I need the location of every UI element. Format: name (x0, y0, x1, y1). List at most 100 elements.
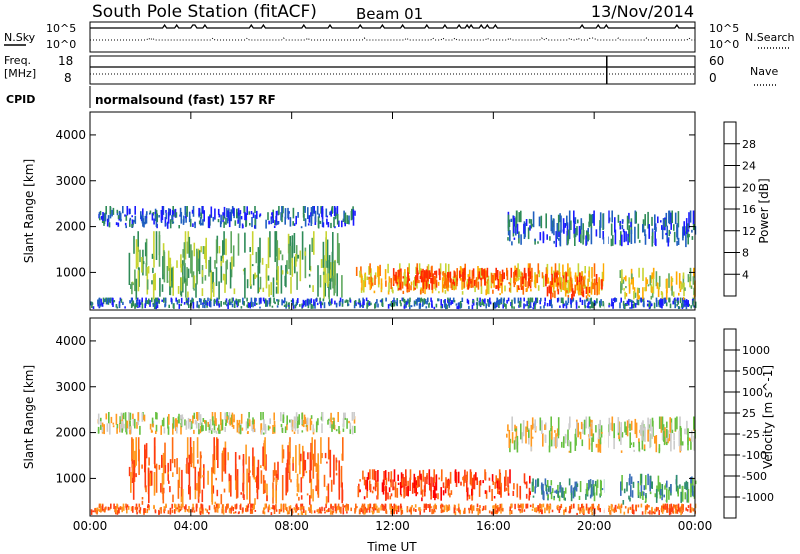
data-cell (196, 437, 199, 458)
data-cell (251, 264, 254, 267)
power-xticks (89, 112, 696, 310)
data-cell (507, 424, 509, 432)
data-cell (477, 266, 479, 278)
data-cell (532, 485, 535, 492)
data-cell (104, 298, 106, 303)
data-cell (92, 306, 95, 309)
data-cell (454, 469, 457, 483)
data-cell (637, 504, 640, 508)
data-cell (296, 473, 299, 492)
data-cell (440, 503, 443, 508)
data-cell (165, 212, 168, 220)
data-cell (689, 508, 692, 513)
data-cell (203, 467, 205, 471)
data-cell (672, 504, 675, 508)
data-cell (102, 297, 105, 305)
data-cell (138, 299, 141, 303)
data-cell (471, 488, 473, 496)
data-cell (551, 488, 554, 493)
data-cell (385, 485, 387, 501)
data-cell (492, 289, 494, 294)
nsearch-line (90, 37, 695, 41)
data-cell (485, 303, 487, 309)
data-cell (674, 509, 677, 514)
data-cell (676, 416, 678, 430)
data-cell (222, 215, 225, 220)
data-cell (259, 306, 261, 309)
data-cell (622, 300, 625, 306)
data-cell (485, 270, 487, 278)
data-cell (526, 426, 528, 430)
data-cell (479, 509, 481, 514)
data-cell (410, 281, 413, 286)
data-cell (479, 297, 481, 302)
data-cell (246, 279, 249, 289)
data-cell (348, 215, 350, 225)
data-cell (228, 481, 231, 493)
data-cell (580, 225, 582, 244)
data-cell (570, 276, 572, 282)
y-tick-label: 3000 (55, 174, 86, 188)
data-cell (141, 412, 144, 422)
data-cell (534, 419, 536, 431)
data-cell (633, 291, 635, 300)
data-cell (363, 279, 365, 293)
data-cell (560, 485, 562, 488)
data-cell (347, 504, 349, 509)
data-cell (240, 306, 243, 309)
data-cell (637, 289, 639, 300)
data-cell (177, 479, 180, 499)
data-cell (201, 288, 204, 296)
data-cell (236, 419, 239, 425)
data-cell (202, 425, 204, 432)
data-cell (128, 412, 130, 421)
data-cell (359, 489, 361, 493)
data-cell (496, 511, 498, 515)
data-cell (398, 269, 400, 279)
data-cell (213, 505, 216, 510)
data-cell (239, 505, 242, 510)
data-cell (265, 503, 267, 509)
data-cell (324, 511, 326, 514)
data-cell (671, 278, 674, 282)
data-cell (663, 506, 666, 510)
data-cell (638, 267, 640, 278)
data-cell (143, 416, 145, 420)
data-cell (633, 509, 635, 515)
data-cell (644, 501, 647, 503)
data-cell (164, 465, 167, 474)
data-cell (349, 299, 352, 303)
data-cell (425, 503, 427, 510)
data-cell (245, 508, 247, 512)
data-cell (425, 306, 428, 309)
data-cell (226, 218, 229, 224)
data-cell (678, 306, 681, 309)
data-cell (692, 300, 694, 307)
data-cell (677, 300, 679, 305)
data-cell (582, 223, 584, 239)
data-cell (156, 305, 159, 309)
data-cell (511, 305, 513, 308)
data-cell (551, 304, 553, 309)
data-cell (346, 511, 348, 514)
data-cell (447, 506, 449, 511)
data-cell (660, 291, 663, 296)
data-cell (193, 242, 196, 257)
data-cell (599, 437, 602, 445)
data-cell (627, 298, 630, 306)
data-cell (385, 477, 388, 486)
data-cell (256, 467, 259, 500)
data-cell (167, 426, 170, 435)
data-cell (693, 305, 695, 308)
data-cell (187, 231, 190, 254)
data-cell (374, 482, 377, 492)
data-cell (497, 299, 499, 304)
data-cell (112, 422, 115, 425)
data-cell (148, 473, 150, 504)
data-cell (217, 503, 219, 509)
data-cell (334, 503, 337, 509)
data-cell (526, 420, 529, 432)
data-cell (677, 503, 680, 509)
data-cell (220, 494, 223, 505)
data-cell (570, 280, 573, 288)
